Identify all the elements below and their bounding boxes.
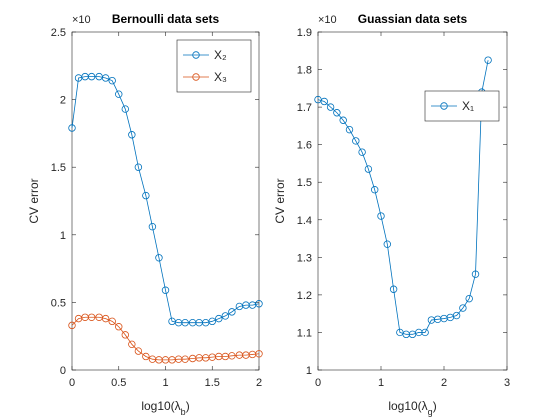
data-point xyxy=(215,314,223,323)
data-point xyxy=(148,222,157,231)
x-axis-label-part: g xyxy=(428,407,433,417)
x-tick-label: 0 xyxy=(69,377,75,389)
data-point xyxy=(471,270,480,278)
y-tick-label: 0 xyxy=(60,365,66,377)
data-point xyxy=(161,286,170,294)
data-point xyxy=(101,74,110,82)
data-point xyxy=(142,352,150,361)
legend-label: X₃ xyxy=(214,70,227,84)
exponent-label: ×10 xyxy=(72,14,91,26)
data-point xyxy=(352,137,360,145)
data-point xyxy=(484,56,492,64)
x-axis-label: log10(λg) xyxy=(388,399,436,417)
x-tick-label: 2 xyxy=(256,377,262,389)
series-line xyxy=(71,76,260,324)
data-point xyxy=(421,328,429,337)
y-tick-label: 1.4 xyxy=(297,215,312,227)
data-point xyxy=(208,317,216,326)
y-tick-label: 1.8 xyxy=(297,65,312,77)
x-tick-label: 1.5 xyxy=(205,377,220,389)
data-point xyxy=(128,340,136,349)
data-point xyxy=(389,285,398,293)
x-axis-label-part: ) xyxy=(433,399,437,413)
y-tick-label: 1.2 xyxy=(297,290,312,302)
data-point xyxy=(128,131,136,139)
data-point xyxy=(255,300,263,308)
x-axis-label-part: log10(λ xyxy=(388,399,427,413)
data-point xyxy=(121,331,129,339)
x-tick-label: 3 xyxy=(504,377,510,389)
data-point xyxy=(333,109,341,117)
legend-box xyxy=(176,39,252,93)
data-point xyxy=(181,355,189,363)
y-tick-label: 2.5 xyxy=(51,27,66,39)
data-point xyxy=(452,311,461,320)
data-point xyxy=(228,308,236,316)
data-point xyxy=(326,103,335,111)
legend-marker xyxy=(192,73,200,81)
data-point xyxy=(228,352,236,360)
y-axis-label: CV error xyxy=(27,178,41,223)
x-tick-label: 0.5 xyxy=(111,377,126,389)
data-point xyxy=(142,191,150,200)
chart-title: Bernoulli data sets xyxy=(112,12,220,26)
data-point xyxy=(383,240,391,248)
data-point xyxy=(101,314,110,323)
data-point xyxy=(87,72,96,81)
chart-title: Guassian data sets xyxy=(358,12,468,26)
x-axis-label-part: ) xyxy=(186,399,190,413)
x-tick-label: 0 xyxy=(315,377,321,389)
legend-label: X₂ xyxy=(214,48,227,62)
data-point xyxy=(364,165,373,173)
y-tick-label: 1.7 xyxy=(297,102,312,114)
data-point xyxy=(68,124,76,132)
x-tick-label: 1 xyxy=(162,377,168,389)
legend-marker xyxy=(440,102,448,110)
data-point xyxy=(371,186,379,194)
x-axis-label-part: log10(λ xyxy=(141,399,180,413)
exponent-label: ×10 xyxy=(318,14,337,26)
data-point xyxy=(320,97,328,106)
data-point xyxy=(108,317,116,326)
data-point xyxy=(121,105,129,113)
data-point xyxy=(459,304,467,312)
y-tick-label: 1.6 xyxy=(297,140,312,152)
data-point xyxy=(345,125,354,134)
data-point xyxy=(134,347,143,355)
data-point xyxy=(68,321,76,330)
y-tick-label: 1.5 xyxy=(297,177,312,189)
data-point xyxy=(377,212,385,220)
data-point xyxy=(134,163,143,171)
y-tick-label: 1.3 xyxy=(297,252,312,264)
y-tick-label: 1.5 xyxy=(51,162,66,174)
data-point xyxy=(358,148,366,156)
data-point xyxy=(155,254,163,262)
y-tick-label: 1 xyxy=(60,230,66,242)
y-tick-label: 2 xyxy=(60,95,66,107)
data-point xyxy=(115,90,123,98)
data-point xyxy=(87,313,96,321)
y-tick-label: 1.1 xyxy=(297,327,312,339)
data-point xyxy=(115,323,123,331)
y-axis-label: CV error xyxy=(273,178,287,223)
data-point xyxy=(339,116,347,124)
x-tick-label: 1 xyxy=(378,377,384,389)
data-point xyxy=(108,76,116,85)
x-axis-label: log10(λb) xyxy=(141,399,189,417)
legend-marker xyxy=(192,51,200,59)
x-tick-label: 2 xyxy=(441,377,447,389)
data-point xyxy=(465,294,473,303)
legend-label: X₁ xyxy=(462,99,474,113)
axes-background xyxy=(317,31,508,371)
x-axis-label-part: b xyxy=(181,407,186,417)
y-tick-label: 0.5 xyxy=(51,297,66,309)
y-tick-label: 1.9 xyxy=(297,27,312,39)
data-point xyxy=(221,312,230,320)
data-point xyxy=(255,350,263,358)
data-point xyxy=(181,318,189,327)
y-tick-label: 1 xyxy=(306,365,312,377)
series-line xyxy=(71,316,260,361)
